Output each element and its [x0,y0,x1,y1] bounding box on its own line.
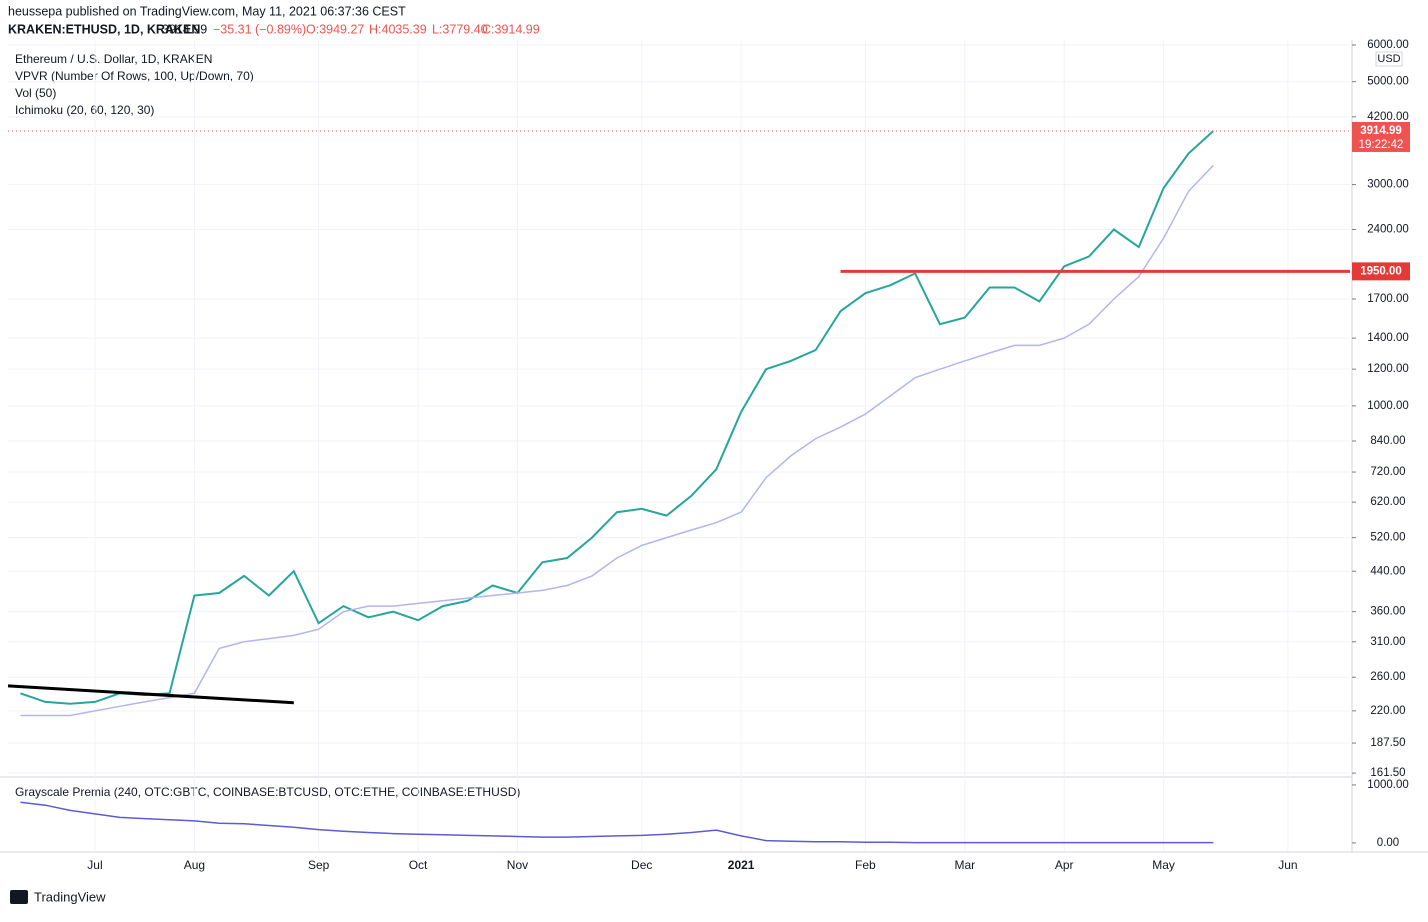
y-tick-label: 5000.00 [1367,76,1409,88]
last-price-label: 3914.99 [1360,125,1402,137]
published: heussepa published on TradingView.com, M… [8,4,406,18]
y-tick-label: 3000.00 [1367,179,1409,191]
change: −35.31 (−0.89%) [213,22,306,36]
series-line [20,164,1214,717]
high: H:4035.39 [369,22,427,36]
y-tick-label: 520.00 [1370,532,1405,544]
x-tick-label: Mar [954,858,975,872]
y-tick-label: 360.00 [1370,606,1405,618]
y-tick-label: 840.00 [1370,435,1405,447]
x-tick-label: Nov [507,858,528,872]
x-tick-label: Oct [409,858,428,872]
y-tick-label: 6000.00 [1367,39,1409,51]
y-tick-label: 620.00 [1370,496,1405,508]
y-tick-label: 161.50 [1370,767,1405,779]
legend-item: Ichimoku (20, 60, 120, 30) [15,103,154,117]
y-tick-label: 187.50 [1370,737,1405,749]
x-tick-label: Jul [87,858,102,872]
price-tag [1352,262,1410,281]
x-tick-label: Sep [308,858,330,872]
pane-title: Grayscale Premia (240, OTC:GBTC, COINBAS… [15,785,520,799]
low: L:3779.40 [432,22,488,36]
y-tick-label: 310.00 [1370,636,1405,648]
x-tick-label: Jun [1278,858,1297,872]
last: 3914.99 [162,22,207,36]
last-price-tag [1352,121,1410,152]
y-tick-label: 260.00 [1370,671,1405,683]
y-tick-label: 220.00 [1370,705,1405,717]
y-tick-label: 0.00 [1377,837,1399,849]
price-tag-label: 1950.00 [1360,265,1402,277]
logo-icon [10,890,28,904]
x-tick-label: Aug [184,858,205,872]
x-tick-label: Apr [1055,858,1074,872]
y-tick-label: 720.00 [1370,466,1405,478]
x-tick-label: Dec [631,858,652,872]
trendline [7,684,294,705]
y-tick-label: 2400.00 [1367,224,1409,236]
series-line [20,801,1214,844]
close: C:3914.99 [482,22,540,36]
y-tick-label: 440.00 [1370,565,1405,577]
legend-item: VPVR (Number Of Rows, 100, Up/Down, 70) [15,69,254,83]
symbol: KRAKEN:ETHUSD, 1D, KRAKEN [8,22,200,36]
open: O:3949.27 [306,22,364,36]
y-tick-label: 1000.00 [1367,400,1409,412]
series-line [20,130,1214,705]
y-tick-label: 1200.00 [1367,363,1409,375]
legend-item: Vol (50) [15,86,56,100]
ohlc-row: KRAKEN:ETHUSD, 1D, KRAKEN 3914.99 −35.31… [8,22,540,36]
legend-item: Ethereum / U.S. Dollar, 1D, KRAKEN [15,52,212,66]
footer-logo: TradingView [34,889,106,904]
y-tick-label: 1000.00 [1367,779,1409,791]
x-tick-label: Feb [855,858,876,872]
y-tick-label: 4200.00 [1367,111,1409,123]
y-tick-label: 1400.00 [1367,332,1409,344]
currency: USD [1377,53,1400,65]
y-tick-label: 1700.00 [1367,293,1409,305]
currency-box [1375,51,1403,67]
x-tick-label: May [1152,858,1175,872]
countdown-label: 19:22:42 [1359,139,1404,151]
x-tick-label: 2021 [728,858,755,872]
